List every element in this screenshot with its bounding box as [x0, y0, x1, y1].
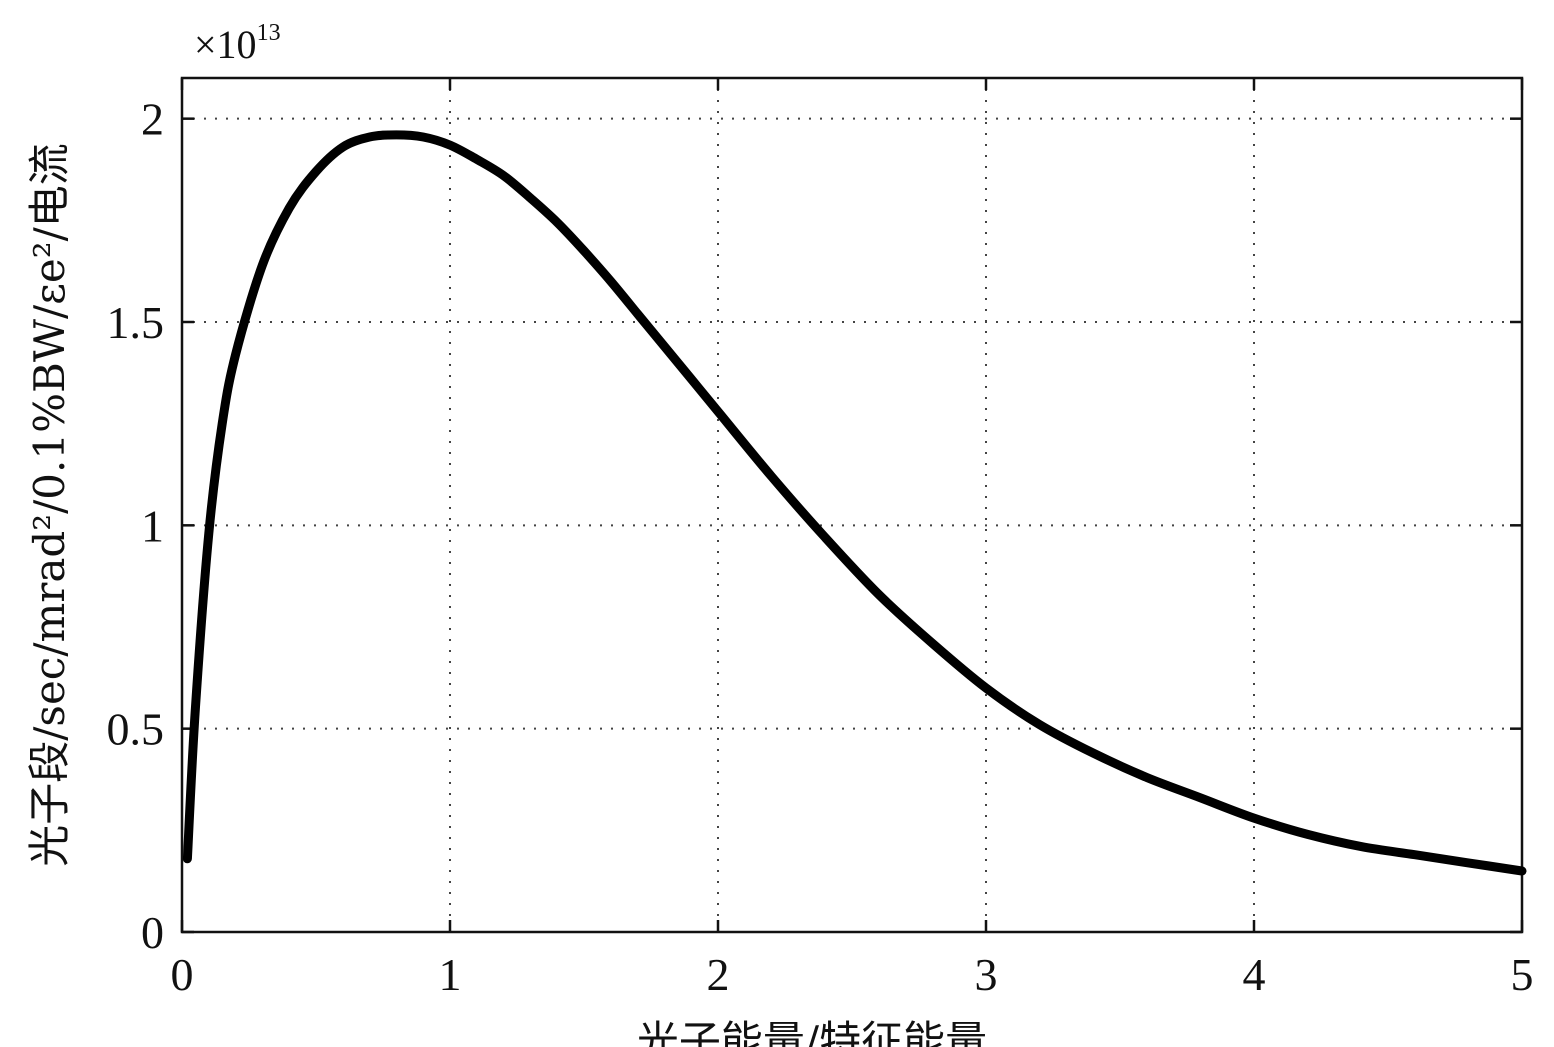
x-tick-labels: 0 1 2 3 4 5 [171, 949, 1534, 1000]
y-multiplier-exponent: 13 [257, 20, 281, 46]
y-tick-label: 0 [141, 907, 164, 958]
x-tick-label: 1 [439, 949, 462, 1000]
x-tick-label: 2 [707, 949, 730, 1000]
y-tick-label: 1.5 [107, 297, 165, 348]
y-axis-label: 光子段/sec/mrad²/0.1%BW/εe²/电流 [25, 143, 74, 867]
x-tick-label: 5 [1511, 949, 1534, 1000]
x-tick-label: 3 [975, 949, 998, 1000]
x-tick-label: 0 [171, 949, 194, 1000]
y-multiplier: ×1013 [194, 20, 281, 67]
grid-lines [182, 78, 1522, 932]
y-multiplier-base: ×10 [194, 22, 257, 67]
x-axis-label: 光子能量/特征能量 [637, 1017, 987, 1047]
axis-ticks [180, 78, 1524, 934]
y-tick-label: 2 [141, 94, 164, 145]
series-line [182, 130, 1527, 876]
x-tick-label: 4 [1243, 949, 1266, 1000]
y-tick-labels: 0 0.5 1 1.5 2 [107, 94, 165, 958]
y-tick-label: 1 [141, 500, 164, 551]
plot-frame [180, 76, 1524, 934]
y-tick-label: 0.5 [107, 704, 165, 755]
